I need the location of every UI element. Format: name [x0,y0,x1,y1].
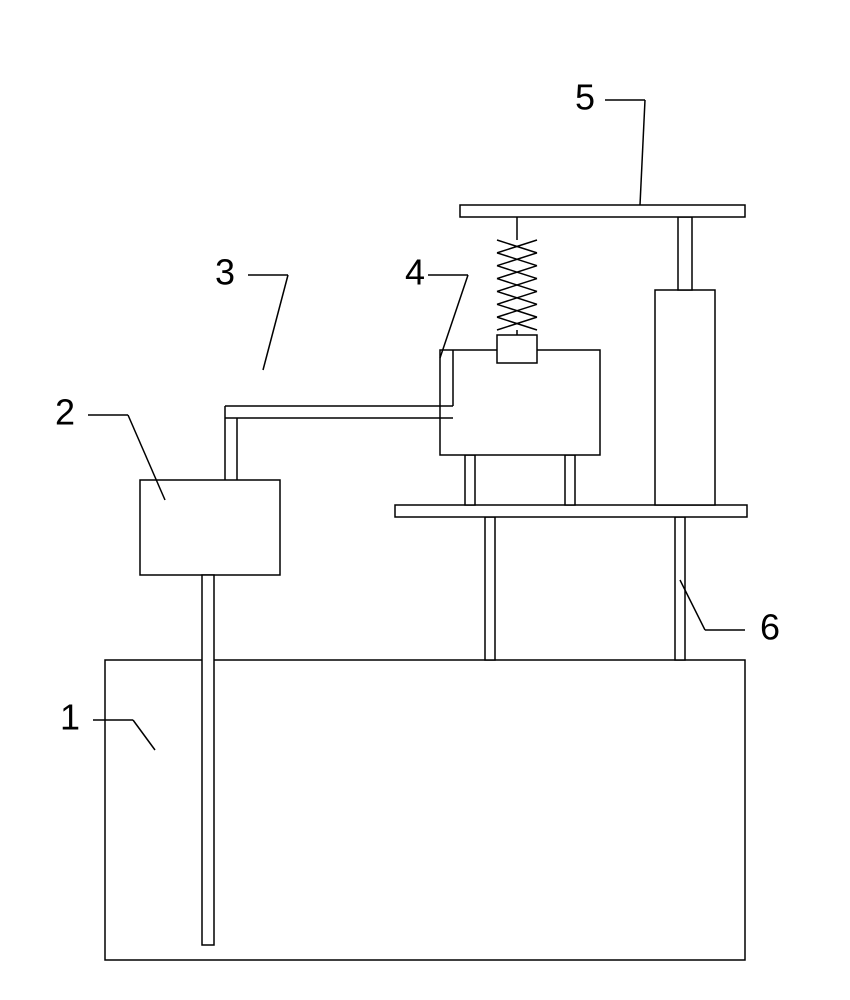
shapes [105,205,747,960]
label-6: 6 [760,607,780,648]
label-1: 1 [60,697,80,738]
leader-lines [88,100,745,750]
label-2: 2 [55,392,75,433]
technical-diagram: 1 2 3 4 5 6 [0,0,850,1000]
label-4: 4 [405,252,425,293]
label-5: 5 [575,77,595,118]
spring [497,217,537,335]
label-3: 3 [215,252,235,293]
